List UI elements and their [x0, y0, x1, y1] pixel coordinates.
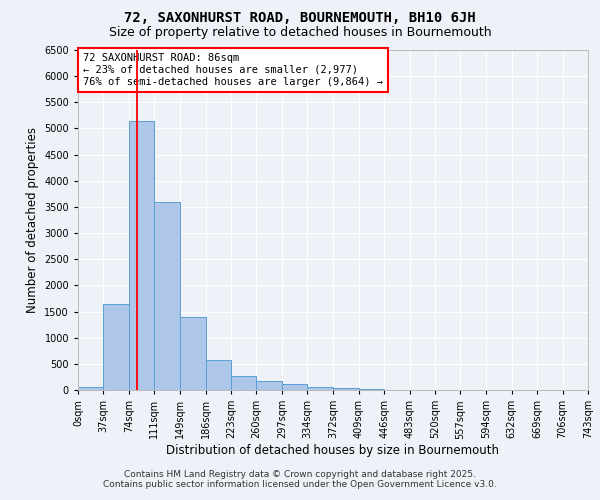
- Text: Size of property relative to detached houses in Bournemouth: Size of property relative to detached ho…: [109, 26, 491, 39]
- Y-axis label: Number of detached properties: Number of detached properties: [26, 127, 38, 313]
- X-axis label: Distribution of detached houses by size in Bournemouth: Distribution of detached houses by size …: [167, 444, 499, 457]
- Bar: [231, 376, 256, 390]
- Text: Contains HM Land Registry data © Crown copyright and database right 2025.
Contai: Contains HM Land Registry data © Crown c…: [103, 470, 497, 489]
- Text: 72 SAXONHURST ROAD: 86sqm
← 23% of detached houses are smaller (2,977)
76% of se: 72 SAXONHURST ROAD: 86sqm ← 23% of detac…: [83, 54, 383, 86]
- Bar: [256, 380, 282, 390]
- Bar: [206, 360, 231, 390]
- Bar: [103, 304, 129, 390]
- Text: 72, SAXONHURST ROAD, BOURNEMOUTH, BH10 6JH: 72, SAXONHURST ROAD, BOURNEMOUTH, BH10 6…: [124, 11, 476, 25]
- Bar: [282, 384, 307, 390]
- Bar: [334, 388, 359, 390]
- Bar: [129, 120, 154, 390]
- Bar: [307, 387, 334, 390]
- Bar: [154, 202, 180, 390]
- Bar: [78, 388, 103, 390]
- Bar: [180, 317, 206, 390]
